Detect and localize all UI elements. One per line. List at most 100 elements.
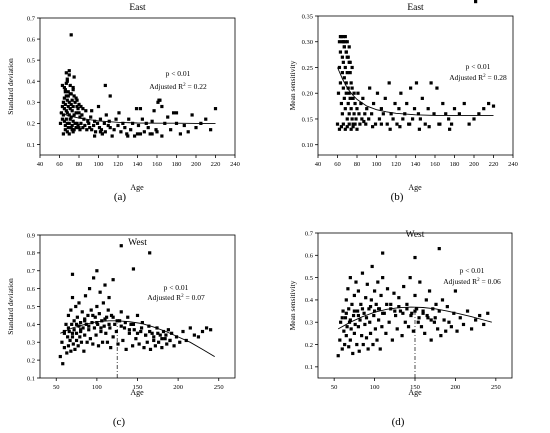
data-point xyxy=(355,342,359,347)
r2-value: = 0.22 xyxy=(186,82,207,91)
data-point xyxy=(350,65,354,70)
data-point xyxy=(96,344,101,348)
data-point xyxy=(429,81,433,85)
data-point xyxy=(373,122,378,126)
data-point xyxy=(349,327,353,331)
data-point xyxy=(376,280,380,284)
data-point xyxy=(192,333,196,337)
data-point xyxy=(87,328,91,332)
data-point xyxy=(413,255,417,260)
data-point xyxy=(79,329,83,334)
data-point xyxy=(88,337,92,341)
data-point xyxy=(68,83,72,88)
x-tick-label: 200 xyxy=(469,161,479,168)
data-point xyxy=(341,60,345,64)
data-point xyxy=(341,122,345,126)
data-point xyxy=(360,334,364,338)
x-axis-label: Age xyxy=(130,388,144,397)
x-tick-label: 50 xyxy=(331,384,338,391)
data-point xyxy=(367,307,371,311)
data-point xyxy=(95,121,100,125)
data-point xyxy=(411,329,415,333)
x-tick-label: 200 xyxy=(191,161,201,168)
data-point xyxy=(93,134,97,138)
data-point xyxy=(351,125,355,129)
data-point xyxy=(135,331,140,335)
data-point xyxy=(350,86,354,90)
data-point xyxy=(94,333,98,337)
data-point xyxy=(340,71,344,75)
data-point xyxy=(168,338,172,343)
data-point xyxy=(437,122,441,126)
data-point xyxy=(100,132,104,136)
data-point xyxy=(337,65,342,70)
data-point xyxy=(435,86,439,90)
data-point xyxy=(426,107,430,111)
data-point xyxy=(132,134,137,138)
data-point xyxy=(344,81,348,85)
data-point xyxy=(150,119,154,123)
data-point xyxy=(90,128,94,132)
data-point xyxy=(157,98,161,102)
y-tick-label: 0.30 xyxy=(302,39,313,46)
fit-curve xyxy=(60,320,215,357)
data-point xyxy=(345,117,349,121)
data-point xyxy=(108,94,112,98)
data-point xyxy=(85,128,89,132)
y-tick-label: 0.3 xyxy=(27,100,35,107)
data-point xyxy=(349,107,353,111)
data-point xyxy=(77,126,81,130)
data-point xyxy=(399,91,403,95)
data-point xyxy=(105,340,110,344)
data-point xyxy=(116,123,120,128)
data-point xyxy=(104,113,108,117)
plot-frame xyxy=(317,15,514,156)
data-point xyxy=(380,325,384,329)
data-point xyxy=(71,104,75,109)
data-point xyxy=(440,298,445,302)
data-point xyxy=(74,111,78,115)
x-tick-label: 60 xyxy=(334,161,341,168)
data-point xyxy=(181,329,185,334)
data-point xyxy=(109,346,113,350)
data-point xyxy=(449,325,453,329)
data-point xyxy=(194,126,198,130)
data-point xyxy=(92,276,96,280)
data-point xyxy=(158,333,162,337)
data-point xyxy=(76,344,80,348)
data-point xyxy=(436,327,440,331)
data-point xyxy=(389,112,393,116)
data-point xyxy=(352,331,356,335)
data-point xyxy=(478,313,482,318)
data-point xyxy=(381,276,385,280)
chart-title: West xyxy=(406,230,425,240)
data-point xyxy=(64,322,68,326)
data-point xyxy=(356,289,361,293)
data-point xyxy=(148,347,153,351)
y-axis-label: Mean sensitivity xyxy=(288,280,297,330)
data-point xyxy=(123,320,127,325)
data-point xyxy=(377,307,381,311)
data-point xyxy=(348,71,352,75)
data-point xyxy=(370,112,374,116)
data-point xyxy=(361,96,365,100)
x-tick-label: 250 xyxy=(491,384,501,391)
data-point xyxy=(138,132,143,136)
data-point xyxy=(88,126,92,130)
data-point xyxy=(97,126,102,130)
r2-annotation: Adjusted R2 = 0.28 xyxy=(449,73,507,82)
panel-a: 40 60 80 100 120 140 160 180 200 220 240 0.1 0.2 0.3 0… xyxy=(6,3,240,203)
data-point xyxy=(340,55,344,59)
data-point xyxy=(152,335,156,339)
data-point xyxy=(410,117,415,121)
data-point xyxy=(156,100,160,104)
data-point xyxy=(68,338,72,343)
r2-value: = 0.06 xyxy=(480,277,501,286)
data-point xyxy=(439,334,443,338)
data-point xyxy=(148,329,152,334)
data-point xyxy=(172,344,176,348)
data-point xyxy=(72,113,76,117)
x-tick-label: 240 xyxy=(230,161,240,168)
data-point xyxy=(60,83,65,88)
data-point xyxy=(63,88,67,92)
